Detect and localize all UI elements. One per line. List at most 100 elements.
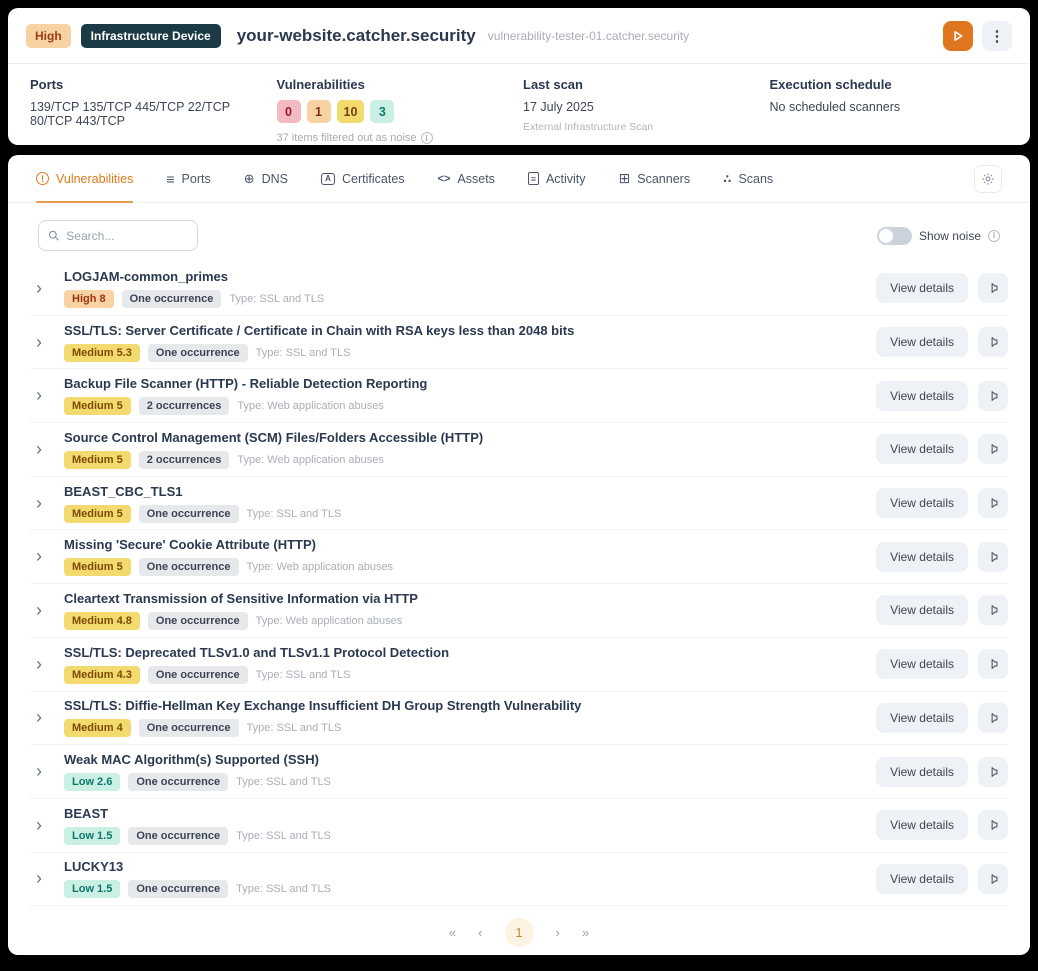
tab-ports[interactable]: Ports — [166, 155, 211, 202]
expand-chevron-icon[interactable] — [30, 385, 56, 406]
mute-button[interactable] — [978, 434, 1008, 465]
page-title: your-website.catcher.security — [236, 26, 476, 45]
vulnerability-title[interactable]: LOGJAM-common_primes — [64, 268, 228, 284]
last-page-button[interactable]: » — [581, 925, 590, 941]
mute-button[interactable] — [978, 810, 1008, 841]
tab-vulnerabilities[interactable]: Vulnerabilities — [36, 155, 134, 203]
prev-page-button[interactable]: ‹ — [478, 925, 483, 941]
tab-certificates[interactable]: Certificates — [321, 155, 405, 202]
occurrence-badge: 2 occurrences — [138, 450, 230, 469]
expand-chevron-icon[interactable] — [30, 654, 56, 675]
vulnerabilities-label: Vulnerabilities — [276, 77, 365, 92]
vulnerability-title[interactable]: SSL/TLS: Deprecated TLSv1.0 and TLSv1.1 … — [64, 644, 450, 660]
vulnerability-title[interactable]: Missing 'Secure' Cookie Attribute (HTTP) — [64, 537, 317, 553]
mute-button[interactable] — [978, 863, 1008, 894]
view-details-button[interactable]: View details — [876, 756, 968, 787]
mute-button[interactable] — [978, 541, 1008, 572]
expand-chevron-icon[interactable] — [30, 707, 56, 728]
view-details-button[interactable]: View details — [876, 380, 968, 411]
tab-dns[interactable]: DNS — [244, 155, 288, 202]
vulnerability-title[interactable]: Cleartext Transmission of Sensitive Info… — [64, 590, 418, 606]
mute-button[interactable] — [978, 649, 1008, 680]
vulnerability-type: Type: Web application abuses — [246, 561, 394, 574]
vulnerability-title[interactable]: Weak MAC Algorithm(s) Supported (SSH) — [64, 752, 319, 768]
expand-chevron-icon[interactable] — [30, 546, 56, 567]
mute-button[interactable] — [978, 380, 1008, 411]
more-options-button[interactable] — [982, 21, 1012, 51]
expand-chevron-icon[interactable] — [30, 493, 56, 514]
toggle-knob — [878, 228, 893, 243]
occurrence-badge: One occurrence — [147, 611, 248, 630]
grid-icon — [619, 170, 631, 187]
severity-badge: High 8 — [64, 289, 114, 308]
vulnerability-title[interactable]: BEAST_CBC_TLS1 — [64, 483, 183, 499]
view-details-button[interactable]: View details — [876, 541, 968, 572]
first-page-button[interactable]: « — [448, 925, 457, 941]
vulnerability-title[interactable]: Backup File Scanner (HTTP) - Reliable De… — [64, 376, 428, 392]
mute-speaker-icon — [991, 766, 998, 777]
tab-activity[interactable]: Activity — [527, 155, 586, 202]
show-noise-toggle[interactable] — [876, 226, 912, 245]
mute-button[interactable] — [978, 756, 1008, 787]
view-details-button[interactable]: View details — [876, 273, 968, 304]
execution-schedule-label: Execution schedule — [769, 77, 892, 92]
mute-button[interactable] — [978, 273, 1008, 304]
severity-badge: Medium 4.8 — [64, 611, 140, 630]
vuln-count-badge: 3 — [370, 100, 395, 123]
view-details-button[interactable]: View details — [876, 649, 968, 680]
mute-button[interactable] — [978, 595, 1008, 626]
view-details-button[interactable]: View details — [876, 863, 968, 894]
mute-speaker-icon — [991, 551, 998, 562]
expand-chevron-icon[interactable] — [30, 761, 56, 782]
play-icon — [954, 31, 963, 41]
vulnerabilities-stat: Vulnerabilities 0 1 10 3 37 items filtered … — [273, 77, 520, 144]
code-icon — [438, 173, 451, 185]
vuln-count-badge: 1 — [306, 100, 331, 123]
vulnerability-type: Type: SSL and TLS — [255, 668, 351, 681]
info-icon[interactable] — [420, 132, 433, 144]
severity-badge: Low 2.6 — [64, 773, 121, 792]
view-details-button[interactable]: View details — [876, 595, 968, 626]
info-icon[interactable] — [988, 229, 1000, 242]
vulnerability-row: Missing 'Secure' Cookie Attribute (HTTP)… — [30, 530, 1008, 585]
last-scan-date: 17 July 2025 — [523, 100, 594, 114]
view-details-button[interactable]: View details — [876, 702, 968, 733]
vulnerability-row: Weak MAC Algorithm(s) Supported (SSH) Lo… — [30, 745, 1008, 799]
vulnerability-title[interactable]: LUCKY13 — [64, 859, 124, 875]
mute-button[interactable] — [978, 488, 1008, 519]
run-scan-button[interactable] — [943, 21, 973, 51]
search-input[interactable] — [66, 228, 188, 243]
vulnerability-row: LUCKY13 Low 1.5 One occurrence Type: SSL… — [30, 853, 1008, 907]
expand-chevron-icon[interactable] — [30, 278, 56, 299]
expand-chevron-icon[interactable] — [30, 815, 56, 836]
current-page-button[interactable]: 1 — [504, 918, 534, 948]
next-page-button[interactable]: › — [555, 925, 560, 941]
vulnerability-title[interactable]: BEAST — [64, 805, 109, 821]
expand-chevron-icon[interactable] — [30, 600, 56, 621]
vulnerability-title[interactable]: SSL/TLS: Diffie-Hellman Key Exchange Ins… — [64, 698, 582, 714]
table-settings-button[interactable] — [974, 164, 1002, 193]
view-details-button[interactable]: View details — [876, 488, 968, 519]
tab-scans[interactable]: Scans — [723, 155, 773, 202]
expand-chevron-icon[interactable] — [30, 332, 56, 353]
vulnerability-title[interactable]: Source Control Management (SCM) Files/Fo… — [64, 429, 484, 445]
ports-label: Ports — [30, 77, 64, 92]
mute-button[interactable] — [978, 327, 1008, 358]
mute-speaker-icon — [991, 390, 998, 401]
view-details-button[interactable]: View details — [876, 327, 968, 358]
tab-assets[interactable]: Assets — [438, 155, 495, 202]
severity-badge: Medium 5 — [64, 397, 131, 416]
severity-badge: Medium 5 — [64, 558, 131, 577]
expand-chevron-icon[interactable] — [30, 868, 56, 889]
view-details-button[interactable]: View details — [876, 434, 968, 465]
expand-chevron-icon[interactable] — [30, 439, 56, 460]
vulnerability-title[interactable]: SSL/TLS: Server Certificate / Certificat… — [64, 322, 575, 338]
noise-note-text: 37 items filtered out as noise — [276, 132, 417, 144]
tab-scanners[interactable]: Scanners — [619, 155, 690, 202]
mute-button[interactable] — [978, 702, 1008, 733]
pagination: « ‹ 1 › » — [8, 906, 1030, 955]
severity-badge: Medium 4 — [64, 719, 131, 738]
view-details-button[interactable]: View details — [876, 810, 968, 841]
vulnerability-type: Type: SSL and TLS — [255, 346, 351, 359]
severity-badge: Medium 5.3 — [64, 343, 140, 362]
